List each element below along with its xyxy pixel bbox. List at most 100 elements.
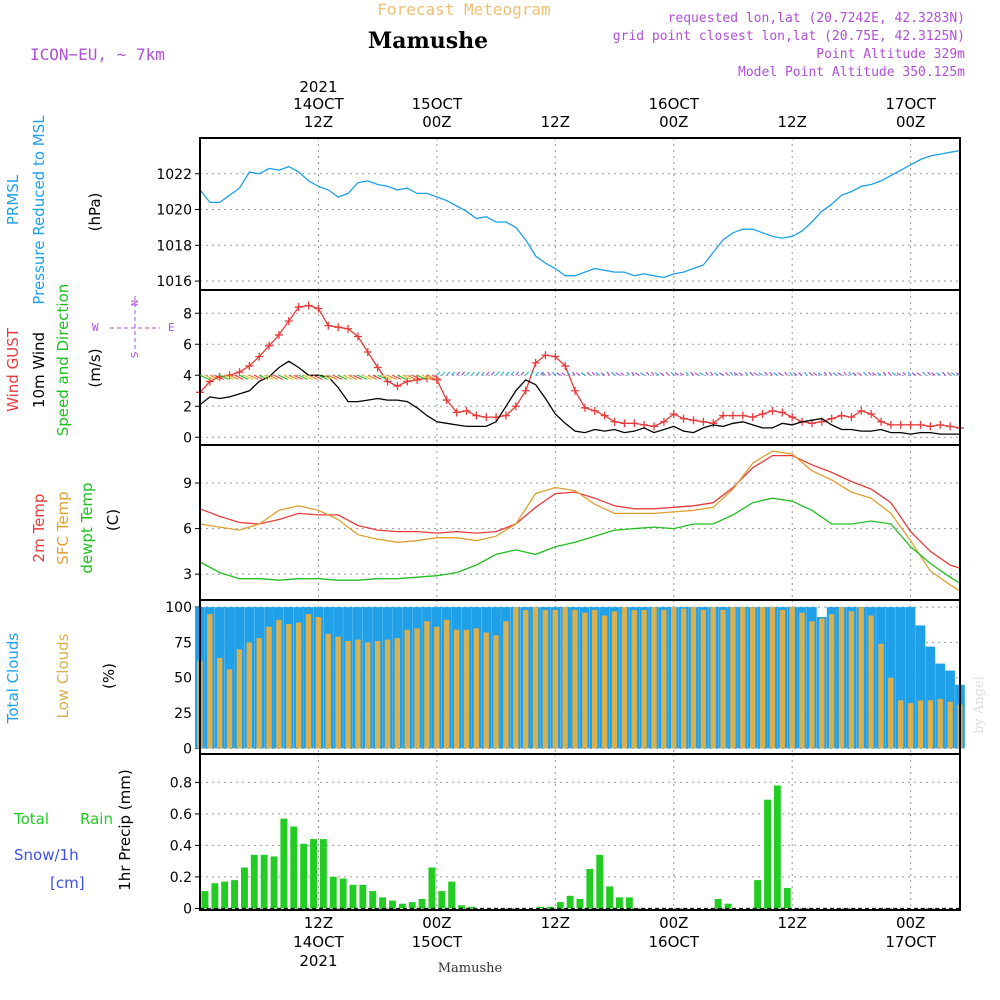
wind-arrow (832, 372, 837, 376)
low-cloud-bar (384, 639, 391, 749)
gust-label: Wind GUST (4, 327, 22, 412)
gust-marker (580, 403, 589, 412)
low-cloud-bar (858, 607, 864, 749)
low-cloud-bar (473, 628, 479, 749)
gust-marker (482, 413, 491, 422)
wind-arrow (817, 372, 823, 376)
pressure-label-long: Pressure Reduced to MSL (30, 115, 48, 305)
gust-marker (462, 406, 471, 415)
wind-arrow (367, 374, 377, 380)
wind-arrow (778, 372, 783, 376)
rain-bar (250, 854, 258, 909)
low-cloud-bar (513, 607, 519, 749)
wind-arrow (239, 374, 249, 380)
low-cloud-bar (779, 609, 785, 749)
wind-arrow (347, 374, 358, 380)
wind-arrow (421, 374, 432, 380)
gust-marker (758, 410, 767, 418)
gust-marker (521, 386, 530, 395)
low-cloud-bar (266, 626, 272, 749)
rain-bar (389, 900, 396, 909)
wind-arrow (470, 371, 475, 376)
low-cloud-bar (276, 619, 282, 749)
wind-arrow (382, 374, 392, 380)
wind-arrow (372, 374, 382, 380)
wind-arrow (362, 374, 372, 380)
rain-bar (408, 902, 416, 909)
wind-arrow (258, 374, 269, 380)
gust-marker (274, 330, 283, 339)
gust-marker (788, 413, 797, 422)
total-cloud-bar (905, 607, 916, 749)
gust-marker (946, 422, 955, 431)
gust-marker (650, 422, 659, 431)
gust-marker (768, 406, 777, 415)
wind-arrow (229, 374, 239, 380)
gust-marker (778, 408, 787, 417)
compass-west: W (92, 321, 99, 334)
bottom-axis-date: 14OCT (293, 933, 344, 951)
grid-point-coords: grid point closest lon,lat (20.75E, 42.3… (613, 29, 965, 44)
panel-frame (199, 444, 961, 601)
gust-marker (738, 411, 747, 420)
rain-label-total: Total (13, 810, 49, 828)
wind-arrow (744, 371, 749, 376)
low-cloud-bar (236, 649, 243, 749)
gust-marker (630, 419, 639, 428)
rain-bar (596, 854, 604, 909)
snow-label: Snow/1h (14, 846, 79, 864)
y-tick-label: 6 (183, 337, 192, 353)
wind-arrow (586, 371, 591, 376)
low-cloud-bar (434, 626, 440, 749)
wind-arrow (580, 372, 586, 376)
wind-arrow (631, 371, 635, 376)
wind-arrow (500, 371, 505, 376)
wind-arrow (773, 372, 778, 376)
wind-arrow (451, 371, 456, 376)
gust-marker (393, 382, 402, 391)
wind-arrow (328, 374, 338, 380)
low-cloud-bar (562, 607, 568, 749)
rain-bar (754, 880, 762, 909)
top-axis-hour: 00Z (896, 113, 925, 131)
wind-arrow (288, 374, 298, 380)
rain-bar (280, 818, 288, 909)
low-cloud-bar (671, 607, 677, 749)
panel-1: 0 2 4 6 8 (183, 289, 964, 446)
wind-direction-arrows (199, 371, 961, 380)
panels: 1016 1018 1020 1022 0 2 4 6 8 3 6 9 0 25 50 75 100 0 0.2 0.… (4, 115, 965, 917)
wind-arrow (332, 374, 343, 380)
gust-marker (877, 417, 886, 426)
low-cloud-bar (217, 657, 223, 749)
wind-arrow (654, 372, 660, 376)
wind-arrow (313, 374, 323, 380)
clouds-unit: (%) (100, 663, 118, 689)
bottom-axis-date: 16OCT (649, 933, 700, 951)
wind-arrow (402, 374, 412, 380)
wind-arrow (611, 371, 615, 376)
low-cloud-bar (444, 619, 450, 749)
wind-arrow (639, 372, 645, 376)
wind-arrow (485, 371, 490, 376)
low-cloud-bar (819, 618, 825, 749)
wind-arrow (823, 371, 828, 376)
compass-east: E (168, 321, 175, 334)
wind-arrow (209, 374, 219, 380)
low-cloud-bar (503, 621, 509, 749)
bottom-axis-hour: 00Z (896, 914, 925, 932)
wind-arrow (950, 372, 956, 376)
rain-bar (625, 897, 633, 909)
top-axis-date: 15OCT (412, 95, 463, 113)
gust-marker (314, 304, 323, 313)
low-cloud-bar (907, 703, 914, 749)
rain-bar (468, 906, 475, 909)
y-tick-label: 4 (183, 368, 192, 384)
gust-marker (452, 408, 461, 417)
gust-marker (886, 420, 895, 429)
low-cloud-bar (404, 629, 410, 749)
y-tick-label: 50 (174, 671, 192, 687)
wind-arrow (749, 371, 754, 376)
wind-arrow (753, 372, 759, 376)
total-clouds-label: Total Clouds (4, 633, 22, 725)
panel-frame (199, 137, 961, 291)
